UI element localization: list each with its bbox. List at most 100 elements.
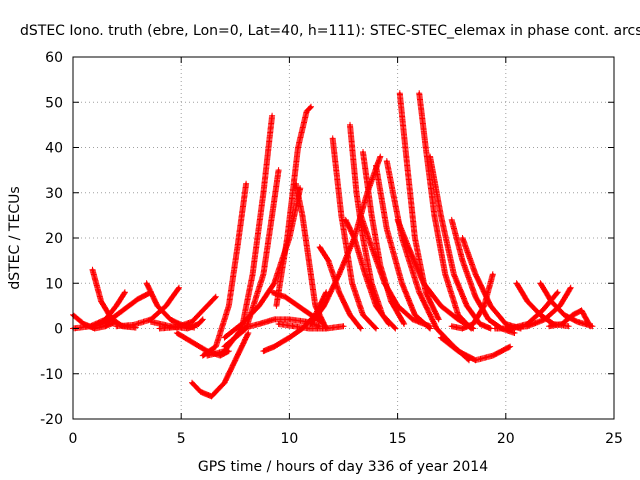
data-point [240, 327, 243, 330]
data-point [227, 304, 231, 308]
data-point [201, 318, 205, 321]
data-point [489, 304, 492, 308]
data-point [324, 327, 328, 330]
data-point [487, 318, 490, 321]
data-point [277, 322, 280, 326]
data-point [186, 327, 189, 330]
data-point [91, 268, 94, 271]
data-point [305, 320, 308, 323]
data-point [361, 150, 365, 154]
data-point [385, 227, 388, 231]
data-point [223, 336, 226, 339]
data-point [348, 313, 352, 317]
data-point [571, 313, 575, 317]
series-arc [221, 167, 282, 350]
data-point [547, 325, 551, 328]
data-point [580, 309, 583, 312]
series-arc [316, 244, 364, 332]
data-point [149, 320, 153, 323]
data-point [205, 354, 209, 357]
data-point [296, 304, 300, 308]
data-point [493, 327, 497, 330]
data-point [482, 304, 486, 308]
data-point [526, 325, 529, 328]
data-point [89, 325, 92, 328]
data-point [190, 320, 194, 323]
data-point [262, 191, 265, 194]
data-point [309, 322, 313, 326]
data-point [491, 354, 495, 357]
data-point [123, 291, 127, 294]
data-point [474, 295, 477, 299]
y-tick-label: 40 [45, 141, 63, 157]
data-point [223, 349, 226, 353]
data-point [93, 325, 96, 328]
data-point [309, 313, 313, 317]
data-point [456, 313, 460, 317]
data-point [270, 114, 274, 118]
data-point [504, 322, 507, 326]
data-point [277, 168, 280, 172]
data-point [355, 191, 358, 194]
data-point [363, 273, 367, 276]
data-point [461, 327, 464, 330]
data-point [257, 322, 261, 326]
x-tick-label: 20 [497, 431, 515, 447]
data-point [452, 273, 456, 276]
data-point [164, 304, 168, 308]
data-point [508, 345, 512, 348]
data-point [309, 105, 313, 108]
data-point [435, 327, 438, 330]
series-arc [357, 212, 434, 330]
data-point [353, 236, 356, 240]
data-point [398, 92, 401, 95]
data-point [301, 214, 304, 217]
series-arc [448, 271, 496, 332]
data-point [558, 304, 562, 308]
data-point [270, 214, 274, 217]
data-point [115, 325, 118, 328]
data-point [400, 282, 404, 285]
data-point [201, 354, 205, 357]
data-point [550, 300, 553, 303]
data-point [262, 273, 265, 276]
data-point [405, 155, 408, 158]
data-point [318, 245, 321, 249]
data-point [251, 273, 254, 276]
data-point [270, 291, 274, 294]
data-point [402, 322, 406, 326]
axis-ticks [72, 56, 615, 420]
data-point [199, 390, 202, 394]
data-point [407, 245, 410, 249]
data-point [275, 304, 278, 308]
x-tick-label: 10 [280, 431, 298, 447]
axis-tick-labels: 0 5 10 15 20 25 -20 -10 0 10 20 30 40 50 60 [40, 50, 623, 447]
data-point [396, 304, 399, 308]
data-point [428, 155, 432, 158]
data-point [344, 218, 347, 222]
data-point [472, 327, 475, 330]
data-point [257, 304, 261, 308]
data-point [286, 236, 289, 240]
data-point [331, 137, 334, 140]
y-tick-label: -10 [40, 367, 63, 383]
data-point [563, 313, 566, 317]
series-arc [394, 216, 477, 332]
data-point [576, 320, 579, 323]
data-point [543, 318, 546, 321]
data-point [444, 273, 447, 276]
data-point [418, 92, 421, 95]
data-point [340, 214, 343, 217]
y-tick-label: 0 [54, 322, 63, 338]
y-axis-label: dSTEC / TECUs [7, 186, 23, 289]
data-point [236, 245, 239, 249]
x-tick-label: 25 [605, 431, 623, 447]
data-point [489, 327, 492, 330]
data-point [197, 322, 200, 326]
data-point [327, 259, 330, 262]
data-point [539, 313, 542, 317]
data-point [322, 304, 326, 308]
data-point [450, 325, 453, 328]
chart-title: dSTEC Iono. truth (ebre, Lon=0, Lat=40, … [20, 23, 640, 39]
